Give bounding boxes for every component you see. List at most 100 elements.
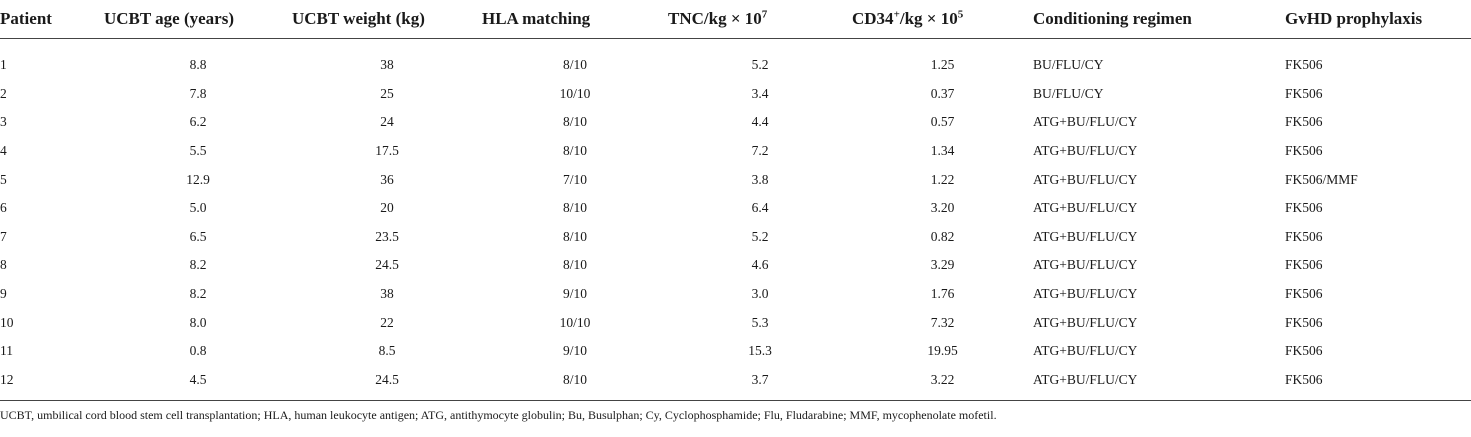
cell-cd34: 1.22 [930, 171, 955, 187]
cell-conditioning-regimen: ATG+BU/FLU/CY [1033, 314, 1138, 330]
cell-tnc: 7.2 [751, 143, 769, 159]
header-cd34-exponent: 5 [957, 8, 964, 21]
cell-gvhd-prophylaxis: FK506 [1285, 114, 1323, 130]
cell-cd34: 0.57 [930, 114, 955, 130]
cell-ucbt-age: 8.0 [189, 314, 207, 330]
cell-ucbt-weight: 38 [380, 57, 394, 73]
cell-hla-matching: 8/10 [562, 257, 587, 273]
cell-tnc: 5.2 [751, 228, 769, 244]
cell-ucbt-weight: 24.5 [375, 371, 399, 387]
table-row: 4 5.5 17.5 8/10 7.2 1.34 ATG+BU/FLU/CY FK506 [0, 137, 1471, 166]
cell-hla-matching: 8/10 [562, 200, 587, 216]
cell-gvhd-prophylaxis: FK506/MMF [1285, 171, 1358, 187]
cell-cd34: 19.95 [927, 343, 958, 359]
cell-hla-matching: 10/10 [559, 314, 591, 330]
cell-gvhd-prophylaxis: FK506 [1285, 143, 1323, 159]
table-row: 9 8.2 38 9/10 3.0 1.76 ATG+BU/FLU/CY FK506 [0, 280, 1471, 309]
cell-ucbt-weight: 38 [380, 286, 394, 302]
cell-patient: 1 [0, 57, 7, 73]
cell-ucbt-age: 6.2 [189, 114, 207, 130]
cell-conditioning-regimen: ATG+BU/FLU/CY [1033, 343, 1138, 359]
patient-characteristics-table-container: Patient UCBT age (years) UCBT weight (kg… [0, 0, 1471, 401]
cell-ucbt-weight: 23.5 [375, 228, 399, 244]
table-row: 12 4.5 24.5 8/10 3.7 3.22 ATG+BU/FLU/CY FK506 [0, 366, 1471, 401]
patient-characteristics-table: Patient UCBT age (years) UCBT weight (kg… [0, 0, 1471, 401]
table-row: 11 0.8 8.5 9/10 15.3 19.95 ATG+BU/FLU/CY FK506 [0, 337, 1471, 366]
cell-conditioning-regimen: ATG+BU/FLU/CY [1033, 143, 1138, 159]
cell-hla-matching: 7/10 [562, 171, 587, 187]
cell-patient: 2 [0, 85, 7, 101]
cell-gvhd-prophylaxis: FK506 [1285, 228, 1323, 244]
cell-conditioning-regimen: ATG+BU/FLU/CY [1033, 371, 1138, 387]
cell-gvhd-prophylaxis: FK506 [1285, 371, 1323, 387]
cell-ucbt-weight: 22 [380, 314, 394, 330]
header-conditioning-regimen-text: Conditioning regimen [1033, 9, 1192, 28]
header-conditioning-regimen: Conditioning regimen [1033, 0, 1285, 39]
cell-cd34: 0.37 [930, 85, 955, 101]
cell-patient: 9 [0, 286, 7, 302]
cell-gvhd-prophylaxis: FK506 [1285, 57, 1323, 73]
header-ucbt-age: UCBT age (years) [104, 0, 292, 39]
cell-patient: 11 [0, 343, 13, 359]
table-row: 2 7.8 25 10/10 3.4 0.37 BU/FLU/CY FK506 [0, 80, 1471, 109]
cell-cd34: 7.32 [930, 314, 955, 330]
table-row: 5 12.9 36 7/10 3.8 1.22 ATG+BU/FLU/CY FK506/MMF [0, 165, 1471, 194]
header-ucbt-weight: UCBT weight (kg) [292, 0, 482, 39]
cell-tnc: 3.7 [751, 371, 769, 387]
cell-gvhd-prophylaxis: FK506 [1285, 257, 1323, 273]
cell-hla-matching: 8/10 [562, 114, 587, 130]
header-ucbt-age-text: UCBT age (years) [104, 9, 234, 28]
header-tnc: TNC/kg × 107 [668, 0, 852, 39]
header-row: Patient UCBT age (years) UCBT weight (kg… [0, 0, 1471, 39]
cell-patient: 3 [0, 114, 7, 130]
cell-conditioning-regimen: BU/FLU/CY [1033, 85, 1104, 101]
cell-conditioning-regimen: ATG+BU/FLU/CY [1033, 257, 1138, 273]
cell-cd34: 3.29 [930, 257, 955, 273]
cell-tnc: 15.3 [748, 343, 772, 359]
cell-ucbt-weight: 8.5 [378, 343, 396, 359]
table-row: 6 5.0 20 8/10 6.4 3.20 ATG+BU/FLU/CY FK506 [0, 194, 1471, 223]
cell-ucbt-age: 6.5 [189, 228, 207, 244]
cell-cd34: 1.34 [930, 143, 955, 159]
table-row: 3 6.2 24 8/10 4.4 0.57 ATG+BU/FLU/CY FK506 [0, 108, 1471, 137]
cell-hla-matching: 8/10 [562, 57, 587, 73]
cell-tnc: 3.0 [751, 286, 769, 302]
cell-patient: 5 [0, 171, 7, 187]
cell-hla-matching: 10/10 [559, 85, 591, 101]
cell-conditioning-regimen: ATG+BU/FLU/CY [1033, 114, 1138, 130]
table-body: 1 8.8 38 8/10 5.2 1.25 BU/FLU/CY FK506 2 7.8 25 10/… [0, 39, 1471, 401]
cell-ucbt-weight: 25 [380, 85, 394, 101]
header-ucbt-weight-text: UCBT weight (kg) [292, 9, 425, 28]
cell-gvhd-prophylaxis: FK506 [1285, 286, 1323, 302]
cell-conditioning-regimen: ATG+BU/FLU/CY [1033, 228, 1138, 244]
table-header: Patient UCBT age (years) UCBT weight (kg… [0, 0, 1471, 39]
cell-gvhd-prophylaxis: FK506 [1285, 314, 1323, 330]
header-hla-matching-text: HLA matching [482, 9, 591, 28]
header-gvhd-prophylaxis: GvHD prophylaxis [1285, 0, 1471, 39]
table-row: 1 8.8 38 8/10 5.2 1.25 BU/FLU/CY FK506 [0, 39, 1471, 80]
cell-hla-matching: 8/10 [562, 143, 587, 159]
header-tnc-exponent: 7 [761, 8, 768, 21]
table-row: 8 8.2 24.5 8/10 4.6 3.29 ATG+BU/FLU/CY FK506 [0, 251, 1471, 280]
cell-patient: 7 [0, 228, 7, 244]
cell-ucbt-weight: 24 [380, 114, 394, 130]
cell-ucbt-age: 5.0 [189, 200, 207, 216]
cell-patient: 6 [0, 200, 7, 216]
cell-tnc: 3.8 [751, 171, 769, 187]
cell-hla-matching: 8/10 [562, 371, 587, 387]
cell-ucbt-age: 8.2 [189, 257, 207, 273]
cell-ucbt-age: 7.8 [189, 85, 207, 101]
header-cd34: CD34+/kg × 105 [852, 0, 1033, 39]
cell-patient: 4 [0, 143, 7, 159]
cell-patient: 8 [0, 257, 7, 273]
table-footnote: UCBT, umbilical cord blood stem cell tra… [0, 408, 997, 422]
header-tnc-text: TNC/kg × 10 [668, 9, 762, 28]
cell-conditioning-regimen: ATG+BU/FLU/CY [1033, 286, 1138, 302]
table-row: 10 8.0 22 10/10 5.3 7.32 ATG+BU/FLU/CY FK506 [0, 308, 1471, 337]
cell-hla-matching: 9/10 [562, 343, 587, 359]
header-cd34-plus: + [893, 8, 900, 21]
header-patient-text: Patient [0, 9, 52, 28]
cell-ucbt-weight: 20 [380, 200, 394, 216]
cell-tnc: 5.3 [751, 314, 769, 330]
header-gvhd-prophylaxis-text: GvHD prophylaxis [1285, 9, 1423, 28]
